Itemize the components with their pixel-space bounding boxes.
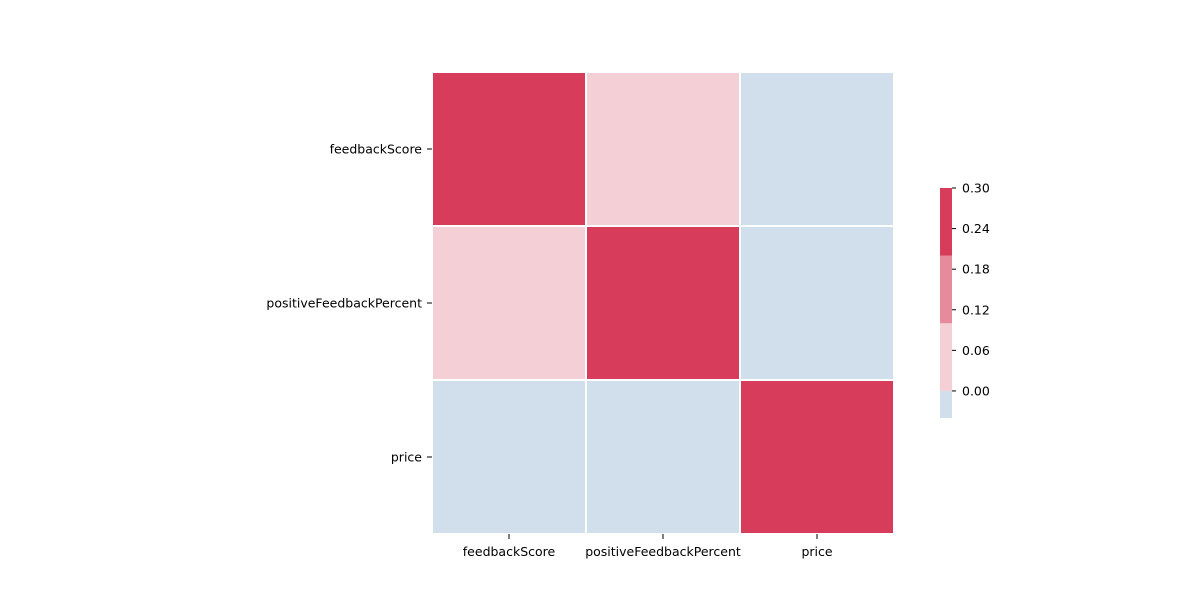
col-label-0: feedbackScore xyxy=(463,544,556,559)
heatmap-cell-1-2 xyxy=(739,225,895,381)
colorbar-tick-label-1: 0.06 xyxy=(962,343,990,358)
row-label-2: price xyxy=(391,450,422,465)
heatmap-cell-1-1 xyxy=(585,225,741,381)
col-label-1: positiveFeedbackPercent xyxy=(585,544,741,559)
colorbar-segment-2 xyxy=(940,255,952,324)
heatmap-cell-0-2 xyxy=(739,71,895,227)
colorbar: 0.00 0.06 0.12 0.18 0.24 0.30 xyxy=(940,181,990,418)
row-labels: feedbackScore positiveFeedbackPercent pric… xyxy=(266,142,432,465)
heatmap-cell-0-0 xyxy=(431,71,587,227)
row-label-0: feedbackScore xyxy=(330,142,423,157)
colorbar-tick-label-2: 0.12 xyxy=(962,302,990,317)
heatmap-cell-0-1 xyxy=(585,71,741,227)
colorbar-tick-label-4: 0.24 xyxy=(962,221,990,236)
colorbar-segment-1 xyxy=(940,323,952,391)
heatmap-cell-1-0 xyxy=(431,225,587,381)
colorbar-segment-0 xyxy=(940,390,952,418)
colorbar-segment-3 xyxy=(940,188,952,256)
colorbar-tick-label-0: 0.00 xyxy=(962,383,990,398)
heatmap-cells xyxy=(431,71,895,535)
column-labels: feedbackScore positiveFeedbackPercent pric… xyxy=(463,534,833,559)
heatmap-cell-2-1 xyxy=(585,379,741,535)
colorbar-tick-label-5: 0.30 xyxy=(962,181,990,196)
colorbar-tick-label-3: 0.18 xyxy=(962,262,990,277)
col-label-2: price xyxy=(801,544,832,559)
heatmap-cell-2-2 xyxy=(739,379,895,535)
heatmap-cell-2-0 xyxy=(431,379,587,535)
row-label-1: positiveFeedbackPercent xyxy=(266,296,422,311)
